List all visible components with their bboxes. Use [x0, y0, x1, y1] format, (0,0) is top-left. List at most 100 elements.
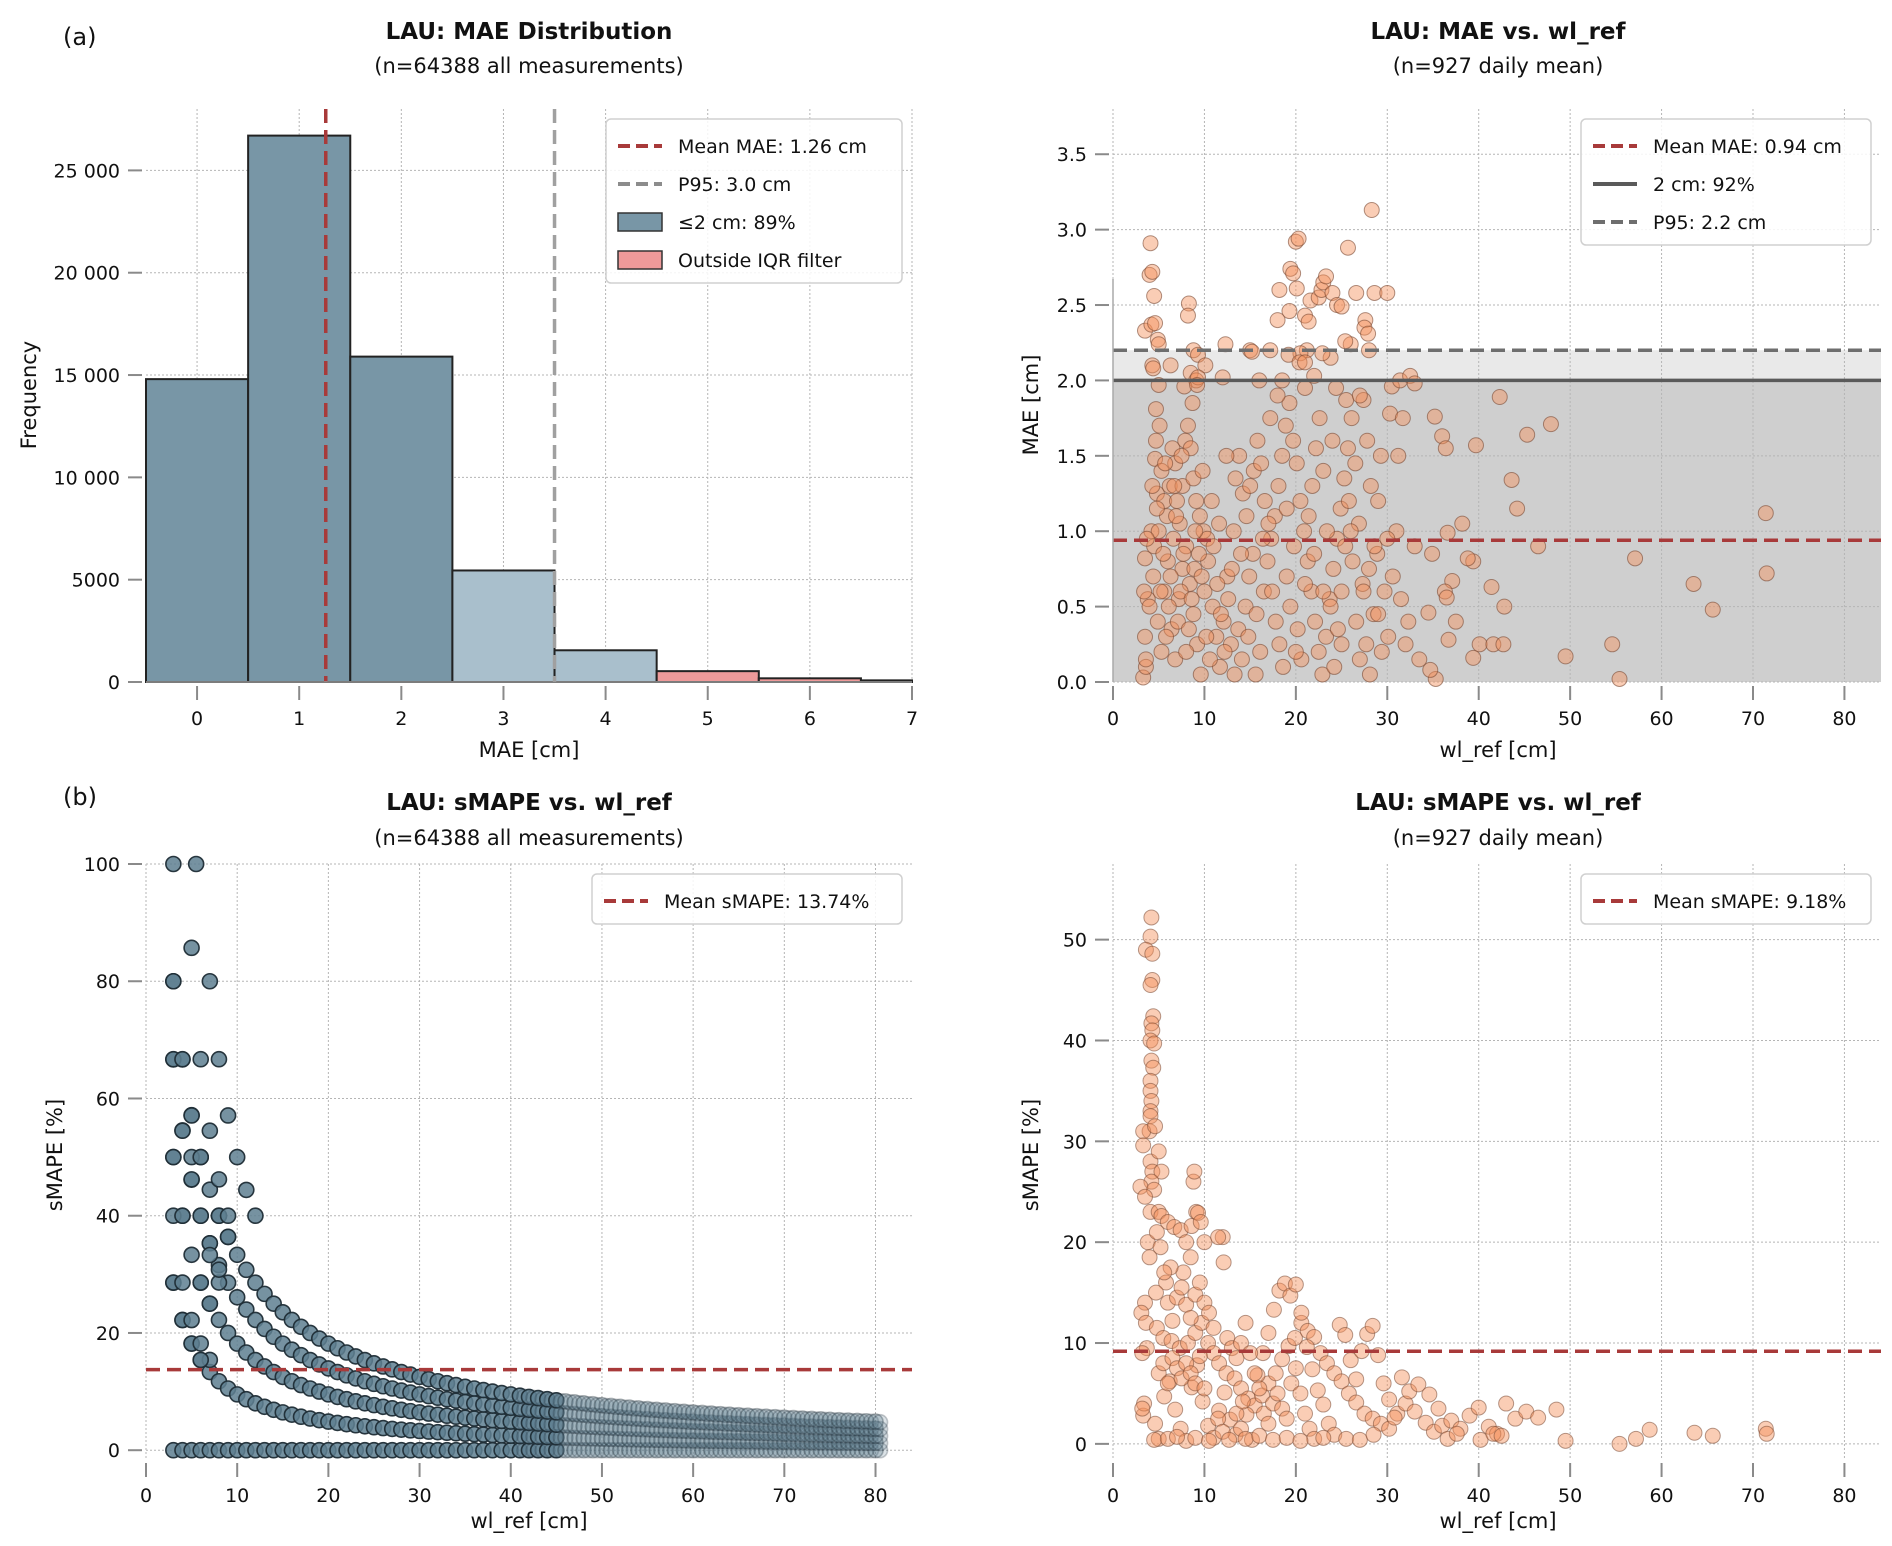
- scatter-point: [1397, 636, 1414, 653]
- scatter-point: [871, 1413, 889, 1431]
- legend-label: P95: 3.0 cm: [678, 174, 791, 196]
- y-tick-label: 30: [1063, 1131, 1087, 1153]
- scatter-point: [1214, 369, 1231, 386]
- scatter-point: [1157, 455, 1174, 472]
- scatter-point: [1247, 666, 1264, 683]
- scatter-point: [1315, 583, 1332, 600]
- scatter-point: [766, 1425, 784, 1442]
- scatter-point: [1153, 1163, 1170, 1180]
- scatter-point: [748, 1407, 766, 1425]
- scatter-point: [1300, 508, 1317, 525]
- scatter-point: [671, 1441, 688, 1459]
- scatter-point: [1271, 281, 1288, 298]
- scatter-point: [625, 1410, 643, 1427]
- scatter-point: [652, 1411, 670, 1429]
- scatter-point: [1557, 1432, 1574, 1449]
- scatter-point: [730, 1432, 748, 1450]
- scatter-point: [803, 1433, 820, 1451]
- scatter-point: [602, 1408, 620, 1426]
- y-tick-label: 0: [1075, 1434, 1087, 1456]
- scatter-point: [862, 1413, 880, 1431]
- scatter-point: [657, 1421, 675, 1439]
- x-tick-label: 70: [772, 1485, 796, 1507]
- scatter-point: [1153, 643, 1170, 660]
- scatter-point: [1194, 1393, 1211, 1410]
- scatter-point: [1156, 583, 1173, 600]
- scatter-point: [1436, 583, 1453, 600]
- scatter-point: [219, 1207, 237, 1225]
- scatter-point: [1312, 1345, 1329, 1362]
- scatter-point: [798, 1410, 816, 1428]
- scatter-point: [662, 1422, 679, 1439]
- scatter-point: [1153, 462, 1170, 479]
- scatter-point: [1144, 945, 1161, 962]
- scatter-point: [1135, 1123, 1152, 1140]
- scatter-point: [1503, 471, 1520, 488]
- scatter-point: [1370, 493, 1387, 510]
- scatter-point: [1348, 284, 1365, 301]
- scatter-point: [589, 1430, 606, 1447]
- scatter-point: [1338, 1430, 1355, 1447]
- scatter-point: [689, 1413, 707, 1431]
- x-tick-label: 0: [140, 1485, 152, 1507]
- scatter-point: [1164, 1312, 1181, 1329]
- scatter-point: [1278, 1410, 1295, 1427]
- x-tick-label: 80: [863, 1485, 887, 1507]
- x-tick-label: 80: [1832, 1485, 1856, 1507]
- scatter-point: [1394, 410, 1411, 427]
- scatter-point: [858, 1434, 875, 1452]
- scatter-point: [1314, 666, 1331, 683]
- histogram-bar: [451, 569, 556, 684]
- scatter-point: [689, 1441, 707, 1459]
- scatter-point: [584, 1441, 602, 1459]
- scatter-point: [584, 1430, 602, 1447]
- scatter-point: [1269, 1385, 1286, 1402]
- scatter-point: [602, 1430, 620, 1448]
- axes-layer: 0 10 20 30 40 50 60 70 80 0 20 40 60 80 100 Mean sMAPE:…: [84, 854, 903, 1507]
- scatter-point: [1548, 1401, 1565, 1418]
- scatter-point: [1420, 604, 1437, 621]
- scatter-point: [1191, 508, 1208, 525]
- scatter-point: [1269, 387, 1286, 404]
- scatter-point: [1318, 628, 1335, 645]
- scatter-point: [821, 1434, 839, 1451]
- scatter-point: [634, 1431, 652, 1448]
- scatter-point: [807, 1411, 825, 1428]
- scatter-point: [566, 1429, 583, 1447]
- scatter-point: [1145, 1059, 1162, 1076]
- y-tick-label: 20: [96, 1323, 120, 1345]
- scatter-point: [716, 1406, 734, 1424]
- y-axis-label: sMAPE [%]: [1019, 1099, 1043, 1211]
- scatter-point: [1333, 583, 1350, 600]
- y-tick-label: 60: [96, 1088, 120, 1110]
- scatter-point: [835, 1441, 852, 1459]
- scatter-point: [1758, 1425, 1775, 1442]
- scatter-point: [1304, 477, 1321, 494]
- scatter-point: [1498, 1395, 1515, 1412]
- scatter-point: [1372, 447, 1389, 464]
- scatter-point: [703, 1414, 720, 1431]
- scatter-point: [1225, 523, 1242, 540]
- scatter-point: [716, 1423, 734, 1441]
- scatter-point: [1426, 408, 1443, 425]
- scatter-point: [789, 1410, 807, 1428]
- scatter-point: [1496, 598, 1513, 615]
- scatter-point: [1448, 1425, 1465, 1442]
- scatter-point: [693, 1404, 711, 1422]
- scatter-point: [1265, 1431, 1281, 1448]
- scatter-point: [1147, 1284, 1164, 1301]
- scatter-point: [566, 1441, 583, 1459]
- scatter-point: [771, 1441, 789, 1459]
- scatter-point: [744, 1433, 761, 1450]
- scatter-point: [1287, 1276, 1304, 1293]
- scatter-point: [794, 1417, 811, 1435]
- scatter-point: [570, 1441, 588, 1459]
- scatter-point: [1201, 1432, 1217, 1449]
- scatter-point: [1364, 1317, 1381, 1334]
- scatter-point: [748, 1441, 766, 1459]
- scatter-point: [1191, 1274, 1208, 1291]
- scatter-point: [1382, 405, 1399, 422]
- y-tick-label: 3.5: [1057, 144, 1087, 166]
- y-tick-label: 15 000: [54, 365, 120, 387]
- scatter-point: [666, 1422, 684, 1439]
